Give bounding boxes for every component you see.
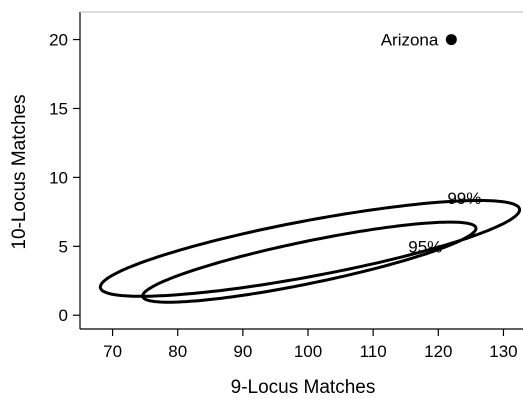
y-axis-label: 10-Locus Matches xyxy=(9,94,30,249)
ellipse-label-99: 99% xyxy=(447,189,481,208)
ellipse-label-95: 95% xyxy=(408,237,442,256)
confidence-ellipse-95 xyxy=(141,220,478,304)
y-tick-label: 5 xyxy=(59,237,68,256)
x-ticks: 70 80 90 100 110 120 130 xyxy=(103,329,518,361)
x-tick-label: 120 xyxy=(424,342,452,361)
y-tick-label: 20 xyxy=(49,31,68,50)
plot-frame xyxy=(79,11,523,330)
point-label: Arizona xyxy=(381,31,439,50)
x-tick-label: 130 xyxy=(489,342,517,361)
confidence-ellipses: 99% 95% xyxy=(98,189,522,304)
y-tick-label: 10 xyxy=(49,168,68,187)
y-tick-label: 0 xyxy=(59,306,68,325)
x-tick-label: 110 xyxy=(360,342,387,361)
x-axis-label: 9-Locus Matches xyxy=(231,377,376,398)
data-points: Arizona xyxy=(381,31,457,50)
x-tick-label: 70 xyxy=(103,342,122,361)
y-tick-label: 15 xyxy=(49,99,68,118)
x-tick-label: 90 xyxy=(233,342,252,361)
x-tick-label: 80 xyxy=(168,342,187,361)
confidence-ellipse-99 xyxy=(98,198,522,298)
y-ticks: 0 5 10 15 20 xyxy=(49,31,80,325)
x-tick-label: 100 xyxy=(294,342,322,361)
data-point xyxy=(445,34,457,46)
